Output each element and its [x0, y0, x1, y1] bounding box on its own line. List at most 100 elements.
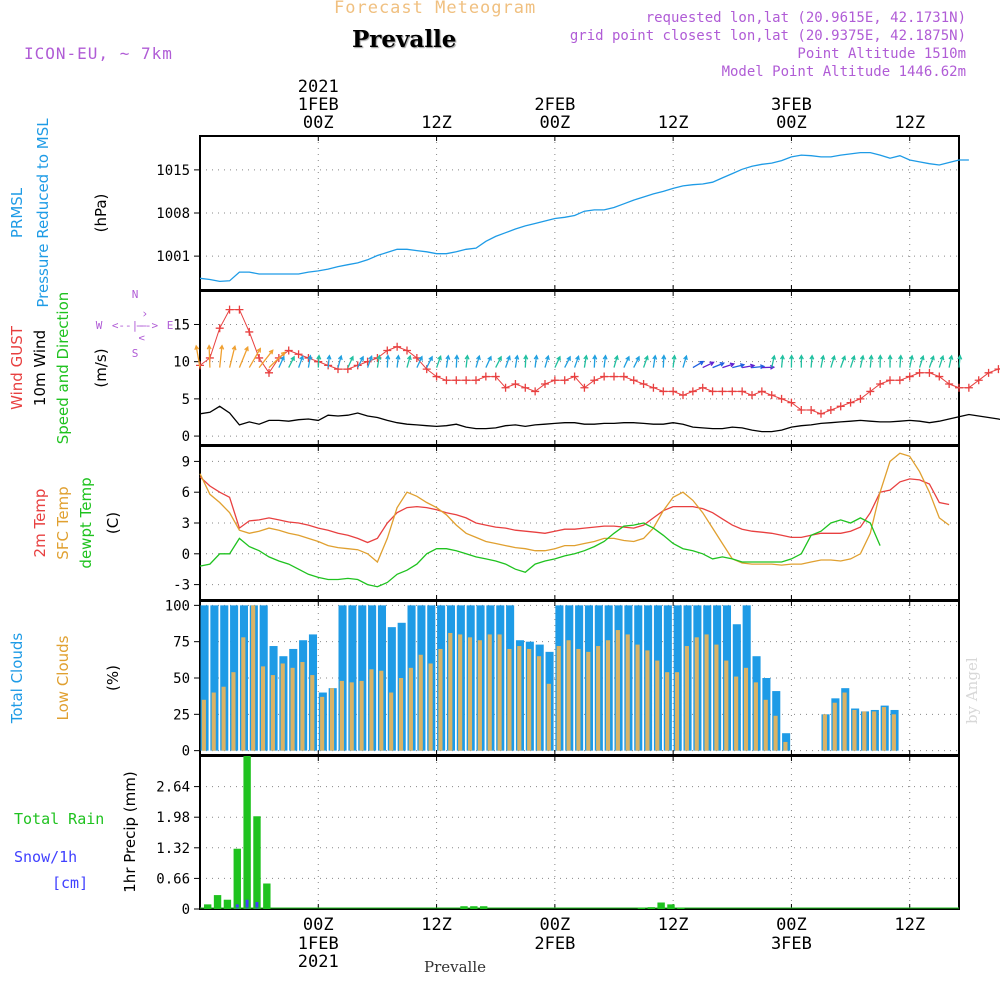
requested-coordinates: requested lon,lat (20.9615E, 42.1731N): [645, 10, 966, 26]
low-cloud-bar: [251, 605, 256, 751]
gust-marker: [797, 406, 806, 415]
low-cloud-bar: [201, 699, 206, 751]
low-cloud-bar: [615, 630, 620, 751]
wind-direction-arrow: [554, 355, 561, 368]
wind-direction-arrow: [485, 355, 492, 368]
low-cloud-bar: [477, 640, 482, 751]
y-tick-label: 15: [173, 317, 190, 333]
gust-marker: [915, 368, 924, 377]
snow-bar: [245, 899, 249, 909]
wind-direction-arrow: [613, 354, 619, 368]
wind-speed-line: [199, 405, 1000, 433]
bottom-hour-label: 12Z: [894, 915, 925, 935]
wind-direction-arrow: [435, 355, 442, 368]
compass-west: W: [96, 319, 103, 332]
wind-direction-arrow: [898, 354, 904, 368]
y-tick-label: 1.32: [156, 841, 190, 857]
low-cloud-bar: [536, 656, 542, 751]
gust-marker: [688, 387, 697, 396]
low-cloud-bar: [507, 648, 512, 751]
compass-south: S: [132, 347, 139, 360]
gust-marker: [393, 342, 402, 351]
gust-marker: [728, 387, 737, 396]
low-cloud-bar: [418, 654, 423, 751]
low-cloud-bar: [576, 648, 581, 751]
wind-direction-arrow: [523, 354, 529, 368]
gust-marker: [935, 372, 944, 381]
sfc-temp-line: [199, 452, 950, 566]
wind-direction-arrow: [248, 347, 261, 368]
gust-marker: [718, 387, 727, 396]
wind-direction-arrow: [475, 354, 481, 368]
wind-direction-arrow: [712, 362, 725, 369]
compass-vertical: ^ | v: [136, 311, 147, 341]
low-cloud-bar: [300, 662, 305, 751]
low-cloud-bar: [684, 646, 689, 751]
wind-direction-arrow: [395, 354, 401, 368]
gust-marker: [590, 376, 599, 385]
top-hour-label: 12Z: [421, 113, 452, 133]
gust-marker: [442, 376, 451, 385]
gust-marker: [856, 394, 865, 403]
bottom-hour-label: 12Z: [658, 915, 689, 935]
low-cloud-bar: [842, 692, 847, 751]
gust-marker: [215, 324, 224, 333]
wind-direction-arrow: [337, 354, 343, 368]
low-cloud-bar: [665, 672, 670, 751]
temp-2m-label: 2m Temp: [31, 489, 49, 558]
low-cloud-bar: [398, 678, 404, 751]
gust-marker: [955, 383, 963, 392]
gust-label: Wind GUST: [8, 325, 26, 410]
footer-location: Prevalle: [424, 958, 487, 976]
wind-direction-arrow: [464, 354, 470, 368]
wind-direction-arrow: [671, 354, 677, 368]
wind-direction-arrow: [426, 355, 433, 368]
gust-marker: [245, 327, 254, 336]
low-cloud-bar: [734, 676, 739, 751]
bottom-hour-label: 00Z: [539, 915, 570, 935]
pressure-line: [199, 151, 969, 283]
wind-direction-arrow: [592, 354, 598, 368]
wind-direction-arrow: [661, 354, 667, 368]
y-tick-label: 5: [182, 392, 190, 408]
gust-marker: [472, 376, 480, 385]
low-cloud-bar: [773, 715, 778, 751]
wind-direction-arrow: [258, 349, 274, 369]
y-tick-label: 25: [173, 707, 190, 723]
gust-marker: [541, 379, 549, 388]
gust-marker: [462, 376, 471, 385]
bottom-date-label: 1FEB: [298, 934, 339, 954]
gust-marker: [521, 383, 530, 392]
gust-marker: [629, 376, 638, 385]
y-tick-label: 3: [182, 516, 190, 532]
wind-direction-arrow: [376, 354, 382, 368]
wind-direction-arrow: [809, 354, 815, 368]
snow-bar: [255, 902, 259, 909]
gust-marker: [294, 350, 303, 359]
gust-marker: [964, 383, 973, 392]
top-year-label: 2021: [298, 77, 339, 97]
gust-marker: [669, 387, 678, 396]
low-cloud-bar: [714, 644, 719, 751]
y-tick-label: 1.98: [156, 810, 190, 826]
wind-direction-arrow: [544, 354, 550, 368]
snow-unit-label: [cm]: [52, 874, 88, 892]
gust-marker: [974, 376, 983, 385]
low-cloud-bar: [211, 692, 216, 751]
gust-marker: [403, 346, 411, 355]
gust-marker: [846, 398, 855, 407]
low-cloud-bar: [241, 637, 246, 751]
wind-direction-arrow: [840, 355, 847, 368]
temp-unit: (C): [104, 512, 122, 534]
wind-direction-arrow: [504, 355, 511, 368]
wind-direction-arrow: [385, 354, 391, 368]
low-cloud-bar: [260, 666, 266, 751]
wind-direction-arrow: [347, 355, 354, 368]
y-tick-label: 50: [173, 671, 190, 687]
rain-bar: [263, 883, 271, 909]
precip-unit: 1hr Precip (mm): [121, 771, 139, 892]
low-cloud-bar: [221, 686, 226, 751]
wind-direction-arrow: [722, 362, 736, 369]
y-tick-label: 6: [182, 485, 190, 501]
